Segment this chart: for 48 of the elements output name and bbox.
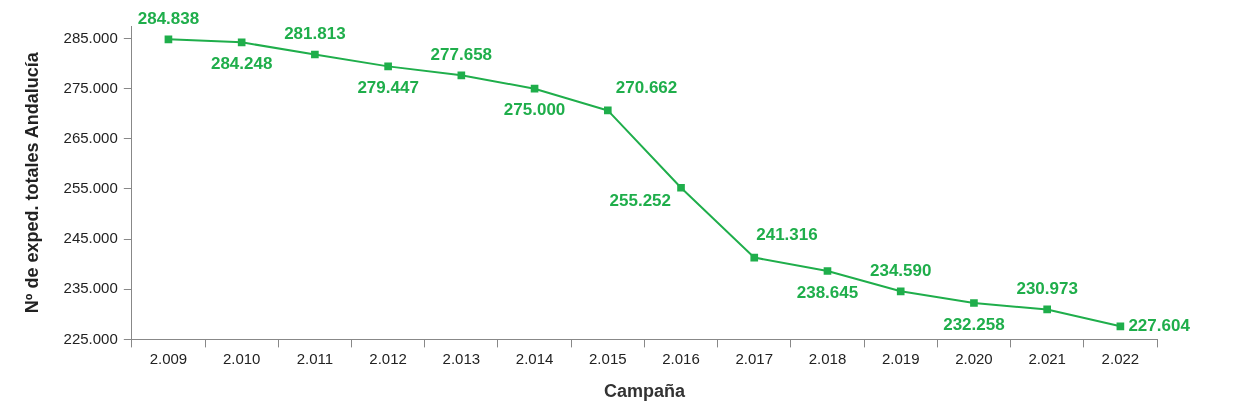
data-label: 284.838 [137, 9, 200, 29]
x-tick-label: 2.012 [369, 349, 407, 367]
data-label: 234.590 [869, 261, 932, 280]
x-tick-label: 2.016 [662, 349, 700, 367]
x-tick-label: 2.017 [735, 349, 774, 367]
x-tick-label: 2.021 [1028, 349, 1066, 367]
x-tick-label: 2.019 [881, 349, 920, 367]
x-tick-label: 2.013 [442, 349, 481, 367]
x-tick-label: 2.010 [222, 349, 261, 367]
point [1043, 305, 1051, 314]
y-tick-label: 285.000 [63, 28, 118, 46]
data-label: 232.258 [943, 314, 1005, 334]
y-axis-title: Nº de exped. totales Andalucía [21, 51, 42, 314]
data-label: 241.316 [756, 225, 818, 245]
x-tick-label: 2.011 [296, 349, 334, 367]
point [603, 106, 612, 115]
y-tick-label: 275.000 [63, 78, 118, 96]
point [311, 50, 319, 59]
x-tick-label: 2.009 [149, 349, 188, 367]
data-label: 275.000 [503, 100, 566, 120]
x-tick-label: 2.022 [1101, 349, 1140, 367]
data-label: 238.645 [796, 282, 859, 302]
point [970, 299, 978, 307]
data-label: 279.447 [357, 78, 419, 98]
data-label: 281.813 [284, 24, 346, 44]
data-label: 270.662 [615, 78, 678, 98]
point [384, 62, 392, 71]
x-tick-label: 2.018 [808, 349, 847, 367]
data-label: 255.252 [609, 191, 672, 211]
data-label: 227.604 [1128, 316, 1191, 336]
point [237, 38, 246, 47]
data-label: 277.658 [430, 45, 493, 65]
y-tick-label: 225.000 [63, 329, 118, 347]
point [677, 183, 685, 192]
y-tick-label: 235.000 [63, 279, 118, 297]
x-tick-label: 2.020 [955, 349, 993, 367]
data-label: 230.973 [1016, 279, 1078, 299]
x-axis-title: Campaña [603, 381, 686, 402]
y-tick-label: 265.000 [63, 128, 118, 146]
point [750, 253, 759, 262]
data-label: 284.248 [210, 53, 273, 73]
point [530, 84, 539, 93]
point [823, 267, 832, 275]
point [896, 287, 905, 296]
y-tick-label: 245.000 [63, 229, 118, 247]
x-tick-label: 2.015 [589, 349, 627, 367]
x-tick-label: 2.014 [515, 349, 554, 367]
y-tick-label: 255.000 [63, 179, 118, 197]
